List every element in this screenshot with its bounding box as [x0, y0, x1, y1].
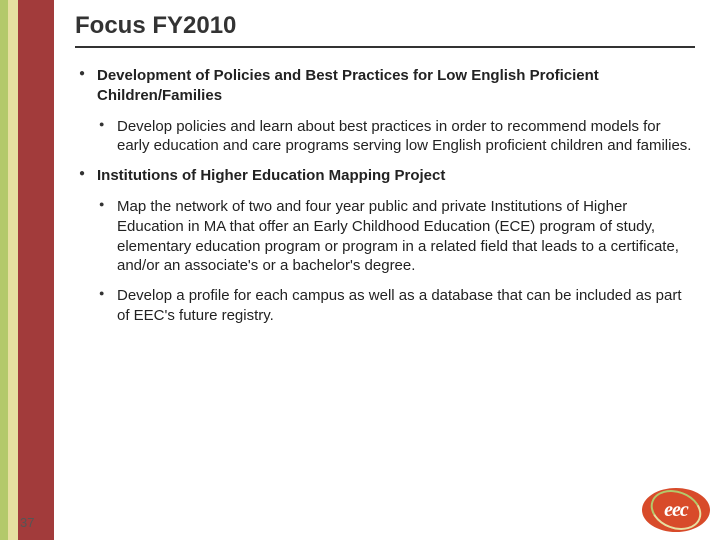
page-number: 37 — [20, 515, 34, 530]
stripe-tan — [8, 0, 18, 540]
list-item: Map the network of two and four year pub… — [97, 197, 695, 277]
bullet-body: Map the network of two and four year pub… — [117, 197, 695, 277]
slide-title: Focus FY2010 — [75, 12, 695, 48]
sub-bullet-list: Develop policies and learn about best pr… — [97, 117, 695, 157]
stripe-green — [0, 0, 8, 540]
logo-text-wrap: eec — [642, 488, 710, 532]
list-item: Institutions of Higher Education Mapping… — [75, 166, 695, 326]
sub-bullet-list: Map the network of two and four year pub… — [97, 197, 695, 327]
list-item: Develop a profile for each campus as wel… — [97, 286, 695, 326]
bullet-body: Develop a profile for each campus as wel… — [117, 286, 695, 326]
bullet-heading: Institutions of Higher Education Mapping… — [97, 166, 695, 186]
left-accent-bar — [0, 0, 54, 540]
eec-logo: eec — [642, 488, 710, 532]
bullet-heading: Development of Policies and Best Practic… — [97, 66, 695, 107]
stripe-maroon — [18, 0, 54, 540]
list-item: Develop policies and learn about best pr… — [97, 117, 695, 157]
bullet-list: Development of Policies and Best Practic… — [75, 66, 695, 326]
slide-content: Focus FY2010 Development of Policies and… — [75, 12, 695, 336]
bullet-body: Develop policies and learn about best pr… — [117, 117, 695, 157]
logo-text: eec — [664, 499, 688, 522]
list-item: Development of Policies and Best Practic… — [75, 66, 695, 156]
